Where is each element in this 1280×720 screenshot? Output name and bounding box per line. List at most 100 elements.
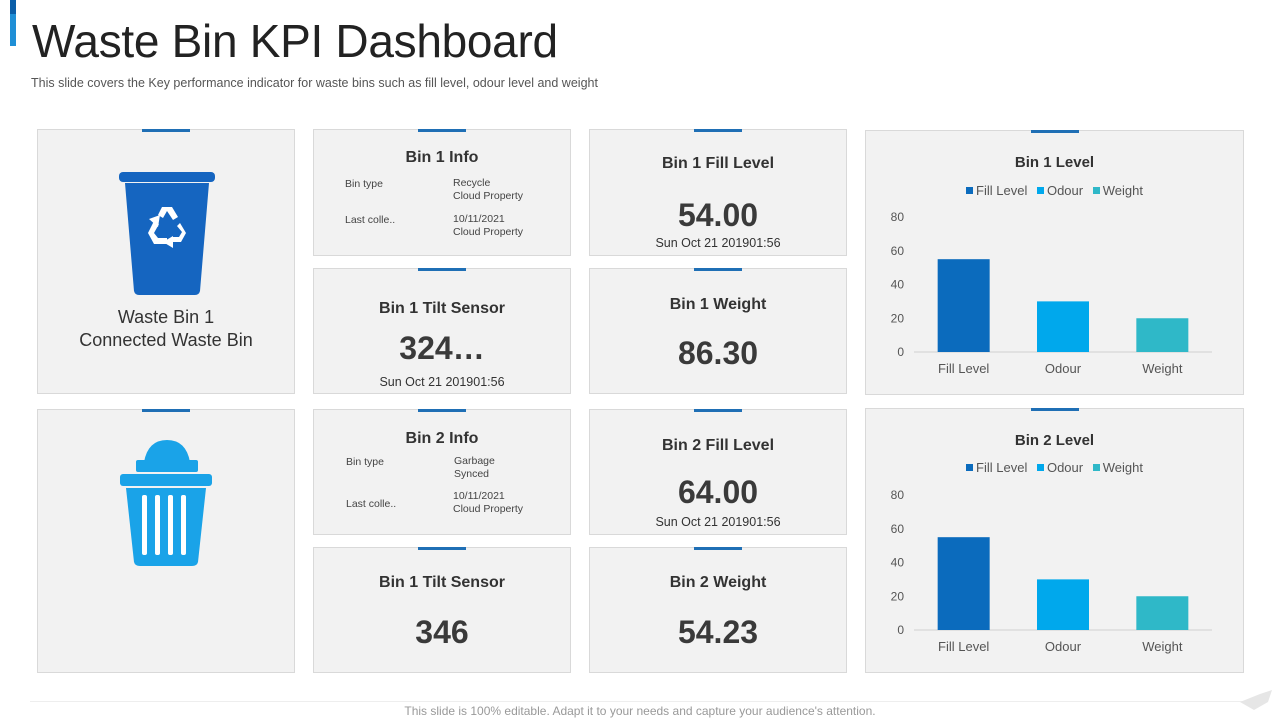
card-tab	[1030, 408, 1079, 411]
bin-2-info-card[interactable]: Bin 2 Info Bin type Garbage Synced Last …	[313, 409, 571, 535]
bin-1-tilt-date: Sun Oct 21 201901:56	[379, 375, 505, 389]
x-tick-label: Fill Level	[938, 361, 989, 376]
legend-item-odour: Odour	[1036, 460, 1083, 475]
last-collected-value-2: Cloud Property	[453, 226, 524, 238]
legend-label: Odour	[1046, 183, 1084, 198]
chart-legend: Fill Level Odour Weight	[866, 460, 1243, 475]
legend-label: Weight	[1102, 183, 1143, 198]
bin-1-tilt-title: Bin 1 Tilt Sensor	[379, 300, 505, 317]
footer-divider	[30, 701, 1250, 702]
legend-swatch	[966, 187, 974, 194]
x-tick-label: Odour	[1045, 639, 1082, 654]
bar-fill-level	[937, 537, 990, 630]
page-title: Waste Bin KPI Dashboard	[32, 15, 558, 67]
bin-1-chart-title: Bin 1 Level	[1014, 154, 1095, 171]
bin-1-fill-date: Sun Oct 21 201901:56	[655, 236, 781, 250]
bin-type-value: Recycle	[453, 177, 491, 189]
bin-1-subtitle: Connected Waste Bin	[79, 330, 253, 350]
card-tab	[418, 409, 466, 412]
bar-weight	[1136, 596, 1189, 630]
footer-note: This slide is 100% editable. Adapt it to…	[404, 704, 876, 718]
x-tick-label: Weight	[1142, 361, 1183, 376]
waste-bin-2-card[interactable]	[37, 409, 295, 673]
card-tab	[694, 547, 742, 550]
x-tick-label: Fill Level	[938, 639, 989, 654]
bin-2-tilt-value: 346	[415, 614, 469, 650]
last-collected-label: Last colle..	[346, 498, 397, 510]
card-tab	[418, 547, 466, 550]
bin-2-info-title: Bin 2 Info	[405, 430, 479, 447]
last-collected-value-2: Cloud Property	[453, 503, 524, 515]
y-tick-label: 0	[897, 623, 904, 637]
bin-1-info-title: Bin 1 Info	[405, 149, 479, 166]
bin-2-fill-value: 64.00	[677, 474, 759, 510]
bin-type-value-2: Synced	[454, 468, 490, 480]
bin-2-tilt-sensor-card[interactable]: Bin 1 Tilt Sensor 346	[313, 547, 571, 673]
legend-item-odour: Odour	[1036, 183, 1084, 198]
legend-label: Fill Level	[976, 183, 1028, 198]
bin-2-weight-title: Bin 2 Weight	[669, 574, 767, 591]
bar-weight	[1136, 318, 1189, 352]
x-tick-label: Odour	[1045, 361, 1082, 376]
bin-1-level-chart-card[interactable]: Bin 1 Level Fill Level Odour Weight 0 20 4…	[865, 130, 1244, 395]
y-tick-label: 40	[891, 556, 905, 570]
legend-swatch	[1092, 464, 1100, 471]
bin-1-weight-title: Bin 1 Weight	[669, 296, 767, 313]
chart-legend: Fill Level Odour Weight	[866, 183, 1243, 198]
bin-type-value-2: Cloud Property	[453, 190, 524, 202]
y-tick-label: 0	[897, 345, 904, 359]
bin-1-weight-value: 86.30	[677, 335, 759, 371]
bin-1-tilt-sensor-card[interactable]: Bin 1 Tilt Sensor 324… Sun Oct 21 201901…	[313, 268, 571, 394]
bin-2-weight-card[interactable]: Bin 2 Weight 54.23	[589, 547, 847, 673]
title-accent-bar	[10, 0, 16, 46]
last-collected-value: 10/11/2021	[453, 490, 505, 502]
pen-icon	[1240, 690, 1272, 710]
bar-fill-level	[937, 259, 990, 352]
bar-odour	[1037, 579, 1089, 630]
waste-bin-1-card[interactable]: Waste Bin 1 Connected Waste Bin	[37, 129, 295, 394]
bar-odour	[1037, 301, 1089, 352]
bin-2-level-bar-chart: 0 20 40 60 80 Fill Level Odour Weight	[891, 488, 1212, 654]
bin-2-tilt-title: Bin 1 Tilt Sensor	[379, 574, 505, 591]
bin-1-fill-value: 54.00	[677, 197, 759, 233]
bin-1-fill-level-card[interactable]: Bin 1 Fill Level 54.00 Sun Oct 21 201901…	[589, 129, 847, 256]
last-collected-label: Last colle..	[345, 214, 396, 226]
bin-type-label: Bin type	[345, 178, 383, 190]
bin-2-weight-value: 54.23	[677, 614, 759, 650]
title-accent-bar-top	[10, 0, 16, 14]
legend-swatch	[1092, 187, 1100, 194]
trash-bin-icon	[120, 440, 212, 566]
bin-1-level-bar-chart: 0 20 40 60 80 Fill Level Odour Weight	[891, 210, 1212, 376]
bin-1-fill-title: Bin 1 Fill Level	[661, 155, 775, 172]
legend-swatch	[1036, 187, 1044, 194]
page-subtitle: This slide covers the Key performance in…	[31, 76, 598, 90]
bin-type-label: Bin type	[346, 456, 384, 468]
card-tab	[418, 268, 466, 271]
legend-swatch	[966, 464, 974, 471]
y-tick-label: 80	[891, 488, 905, 502]
legend-item-weight: Weight	[1092, 183, 1143, 198]
card-tab	[694, 409, 742, 412]
bin-1-info-card[interactable]: Bin 1 Info Bin type Recycle Cloud Proper…	[313, 129, 571, 256]
y-tick-label: 40	[891, 278, 905, 292]
card-tab	[1030, 130, 1079, 133]
bin-type-value: Garbage	[454, 455, 495, 467]
legend-item-fill-level: Fill Level	[966, 183, 1027, 198]
legend-item-weight: Weight	[1092, 460, 1143, 475]
bin-2-fill-title: Bin 2 Fill Level	[661, 437, 775, 454]
card-tab	[694, 268, 742, 271]
bin-1-name: Waste Bin 1	[117, 307, 215, 327]
x-tick-label: Weight	[1142, 639, 1183, 654]
y-tick-label: 60	[891, 244, 905, 258]
legend-label: Fill Level	[976, 460, 1028, 475]
recycle-bin-icon	[119, 172, 215, 295]
bin-2-fill-date: Sun Oct 21 201901:56	[655, 515, 781, 529]
bin-2-level-chart-card[interactable]: Bin 2 Level Fill Level Odour Weight 0 20 4…	[865, 408, 1244, 673]
last-collected-value: 10/11/2021	[453, 213, 505, 225]
y-tick-label: 80	[891, 210, 905, 224]
card-tab	[142, 129, 190, 132]
bin-1-tilt-value: 324…	[399, 330, 485, 366]
y-tick-label: 60	[891, 522, 905, 536]
bin-2-fill-level-card[interactable]: Bin 2 Fill Level 64.00 Sun Oct 21 201901…	[589, 409, 847, 535]
bin-1-weight-card[interactable]: Bin 1 Weight 86.30	[589, 268, 847, 394]
